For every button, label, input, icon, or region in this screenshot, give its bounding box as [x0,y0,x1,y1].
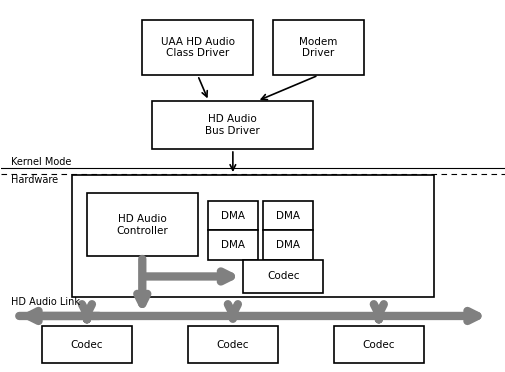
Text: DMA: DMA [276,211,299,221]
Text: Modem
Driver: Modem Driver [298,37,337,58]
FancyBboxPatch shape [263,201,313,230]
Text: DMA: DMA [276,240,299,250]
Text: HD Audio
Bus Driver: HD Audio Bus Driver [205,114,260,136]
FancyBboxPatch shape [207,230,258,260]
FancyBboxPatch shape [263,230,313,260]
FancyBboxPatch shape [152,101,313,149]
FancyBboxPatch shape [41,326,132,363]
Text: DMA: DMA [221,240,244,250]
FancyBboxPatch shape [187,326,278,363]
Text: Kernel Mode: Kernel Mode [12,157,72,167]
Text: HD Audio Link: HD Audio Link [12,297,80,307]
FancyBboxPatch shape [87,193,197,256]
Text: Codec: Codec [267,272,299,282]
Text: Hardware: Hardware [12,175,59,185]
Text: UAA HD Audio
Class Driver: UAA HD Audio Class Driver [160,37,234,58]
FancyBboxPatch shape [142,20,252,75]
FancyBboxPatch shape [242,260,323,293]
FancyBboxPatch shape [333,326,423,363]
FancyBboxPatch shape [273,20,363,75]
Text: Codec: Codec [362,340,394,350]
FancyBboxPatch shape [207,201,258,230]
Text: HD Audio
Controller: HD Audio Controller [116,214,168,235]
Text: Codec: Codec [71,340,103,350]
Text: Codec: Codec [216,340,248,350]
FancyBboxPatch shape [72,175,433,297]
Text: DMA: DMA [221,211,244,221]
